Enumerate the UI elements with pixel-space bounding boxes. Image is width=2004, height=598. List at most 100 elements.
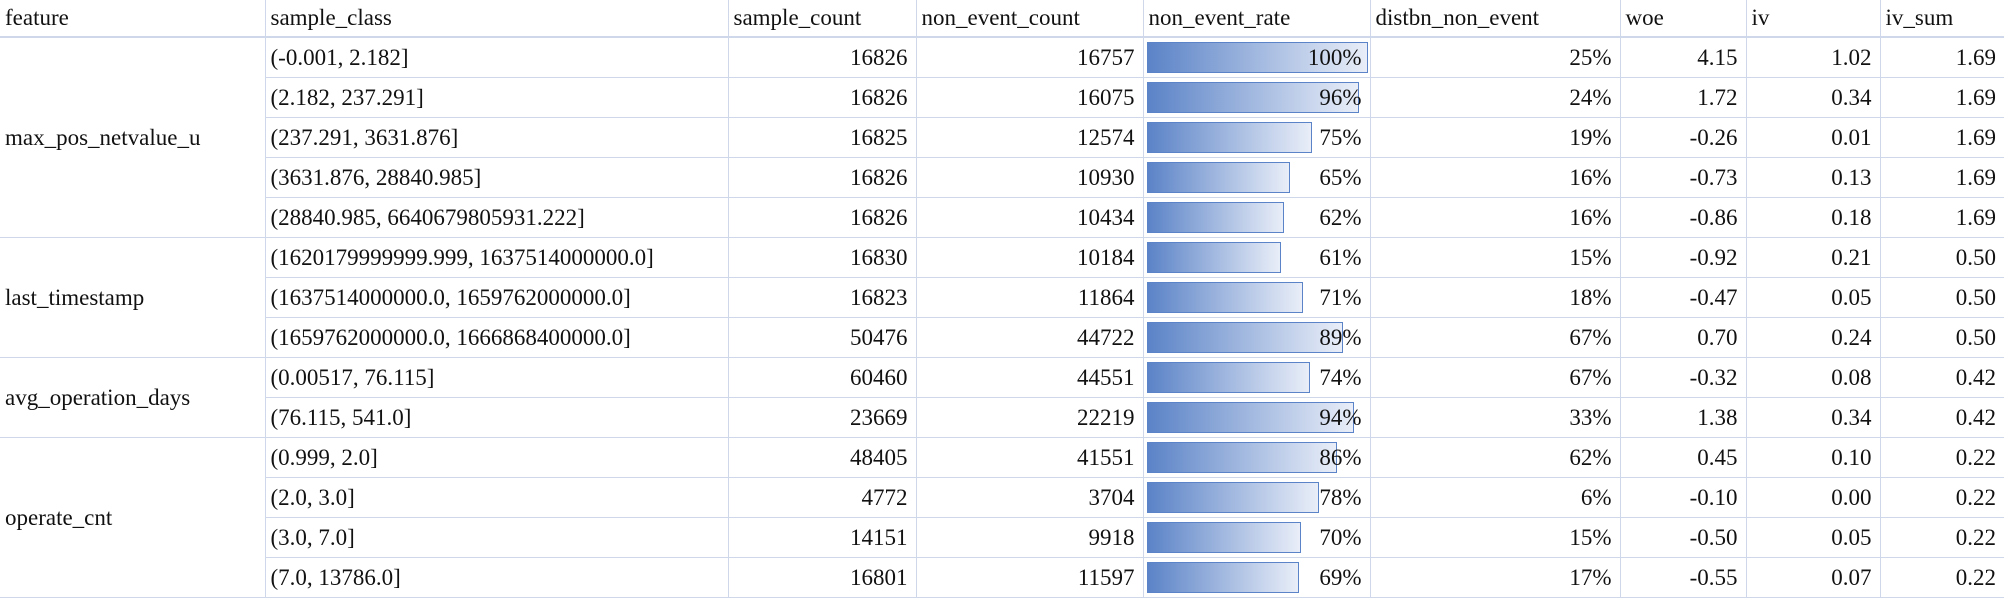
rate-label: 94%: [1319, 404, 1362, 430]
table-row: (3631.876, 28840.985] 16826 10930 65% 16% -0.…: [0, 157, 2004, 198]
table-row: max_pos_netvalue_u (-0.001, 2.182] 16826 16…: [0, 36, 2004, 238]
table-row: (3.0, 7.0] 14151 9918 70% 15% -0.50 0.05 0.22: [0, 517, 2004, 558]
rate-cell: 74%: [1142, 357, 1371, 398]
data-bar: [1146, 322, 1344, 353]
value-cell: 0.70: [1619, 317, 1747, 358]
value-cell: 0.50: [1879, 237, 2004, 278]
value-cell: 0.50: [1879, 277, 2004, 318]
rate-cell: 94%: [1142, 397, 1371, 438]
column-header: iv_sum: [1879, 0, 2004, 38]
value-cell: 0.13: [1745, 157, 1881, 198]
sample-class-cell: (0.00517, 76.115]: [264, 357, 729, 398]
value-cell: 22219: [915, 397, 1144, 438]
value-cell: 11597: [915, 557, 1144, 598]
value-cell: -0.55: [1619, 557, 1747, 598]
value-cell: 16826: [727, 157, 917, 198]
value-cell: 15%: [1369, 237, 1621, 278]
data-bar: [1146, 362, 1311, 393]
table-row: avg_operation_days (0.00517, 76.115] 60460…: [0, 357, 2004, 438]
data-bar: [1146, 162, 1291, 193]
value-cell: 48405: [727, 437, 917, 478]
value-cell: 16826: [727, 197, 917, 238]
value-cell: 0.05: [1745, 517, 1881, 558]
header-row: feature sample_class sample_count non_event…: [0, 0, 2004, 38]
sample-class-cell: (3.0, 7.0]: [264, 517, 729, 558]
sample-class-cell: (2.182, 237.291]: [264, 77, 729, 118]
table-row: (2.0, 3.0] 4772 3704 78% 6% -0.10 0.00 0.22: [0, 477, 2004, 518]
rate-cell: 61%: [1142, 237, 1371, 278]
rate-label: 62%: [1319, 204, 1362, 230]
column-header: non_event_count: [915, 0, 1144, 38]
value-cell: 0.00: [1745, 477, 1881, 518]
value-cell: 1.69: [1879, 157, 2004, 198]
column-header: feature: [0, 0, 266, 38]
value-cell: -0.26: [1619, 117, 1747, 158]
value-cell: 4.15: [1619, 36, 1747, 78]
rate-label: 89%: [1319, 324, 1362, 350]
value-cell: 1.72: [1619, 77, 1747, 118]
rate-cell: 100%: [1142, 36, 1371, 78]
value-cell: 0.45: [1619, 437, 1747, 478]
rate-label: 100%: [1307, 44, 1362, 70]
value-cell: 10434: [915, 197, 1144, 238]
value-cell: 16%: [1369, 197, 1621, 238]
sample-class-cell: (3631.876, 28840.985]: [264, 157, 729, 198]
value-cell: 1.69: [1879, 197, 2004, 238]
sample-class-cell: (1620179999999.999, 1637514000000.0]: [264, 237, 729, 278]
value-cell: 0.42: [1879, 357, 2004, 398]
value-cell: -0.10: [1619, 477, 1747, 518]
rate-cell: 71%: [1142, 277, 1371, 318]
value-cell: -0.92: [1619, 237, 1747, 278]
value-cell: 4772: [727, 477, 917, 518]
value-cell: 19%: [1369, 117, 1621, 158]
table-row: (237.291, 3631.876] 16825 12574 75% 19% -0.26…: [0, 117, 2004, 158]
rate-label: 69%: [1319, 564, 1362, 590]
value-cell: 67%: [1369, 357, 1621, 398]
sample-class-cell: (0.999, 2.0]: [264, 437, 729, 478]
data-bar: [1146, 482, 1319, 513]
sample-class-cell: (28840.985, 6640679805931.222]: [264, 197, 729, 238]
value-cell: 0.07: [1745, 557, 1881, 598]
data-bar: [1146, 442, 1337, 473]
feature-cell: last_timestamp: [0, 237, 266, 358]
value-cell: 6%: [1369, 477, 1621, 518]
value-cell: 25%: [1369, 36, 1621, 78]
value-cell: 67%: [1369, 317, 1621, 358]
value-cell: 1.02: [1745, 36, 1881, 78]
value-cell: 1.69: [1879, 36, 2004, 78]
table-row: (2.182, 237.291] 16826 16075 96% 24% 1.72 0.34…: [0, 77, 2004, 118]
value-cell: 17%: [1369, 557, 1621, 598]
column-header: sample_count: [727, 0, 917, 38]
data-bar: [1146, 122, 1313, 153]
value-cell: 41551: [915, 437, 1144, 478]
table-body: max_pos_netvalue_u (-0.001, 2.182] 16826 16…: [0, 36, 2004, 598]
table-row: (1659762000000.0, 1666868400000.0] 50476 4…: [0, 317, 2004, 358]
table-row: (7.0, 13786.0] 16801 11597 69% 17% -0.55 0.07 0…: [0, 557, 2004, 598]
value-cell: 0.50: [1879, 317, 2004, 358]
value-cell: 0.10: [1745, 437, 1881, 478]
value-cell: 16823: [727, 277, 917, 318]
rate-label: 71%: [1319, 284, 1362, 310]
column-header: woe: [1619, 0, 1747, 38]
value-cell: 24%: [1369, 77, 1621, 118]
data-bar: [1146, 82, 1359, 113]
column-header: iv: [1745, 0, 1881, 38]
sample-class-cell: (7.0, 13786.0]: [264, 557, 729, 598]
table-row: (1637514000000.0, 1659762000000.0] 16823 1…: [0, 277, 2004, 318]
table-row: (28840.985, 6640679805931.222] 16826 10434…: [0, 197, 2004, 238]
value-cell: -0.47: [1619, 277, 1747, 318]
sample-class-cell: (237.291, 3631.876]: [264, 117, 729, 158]
value-cell: -0.32: [1619, 357, 1747, 398]
value-cell: 16075: [915, 77, 1144, 118]
value-cell: 0.24: [1745, 317, 1881, 358]
table-row: (76.115, 541.0] 23669 22219 94% 33% 1.38 0.34 0…: [0, 397, 2004, 438]
data-bar: [1146, 42, 1368, 73]
value-cell: 10930: [915, 157, 1144, 198]
value-cell: 0.21: [1745, 237, 1881, 278]
rate-label: 65%: [1319, 164, 1362, 190]
sample-class-cell: (-0.001, 2.182]: [264, 36, 729, 78]
value-cell: 0.42: [1879, 397, 2004, 438]
value-cell: 10184: [915, 237, 1144, 278]
